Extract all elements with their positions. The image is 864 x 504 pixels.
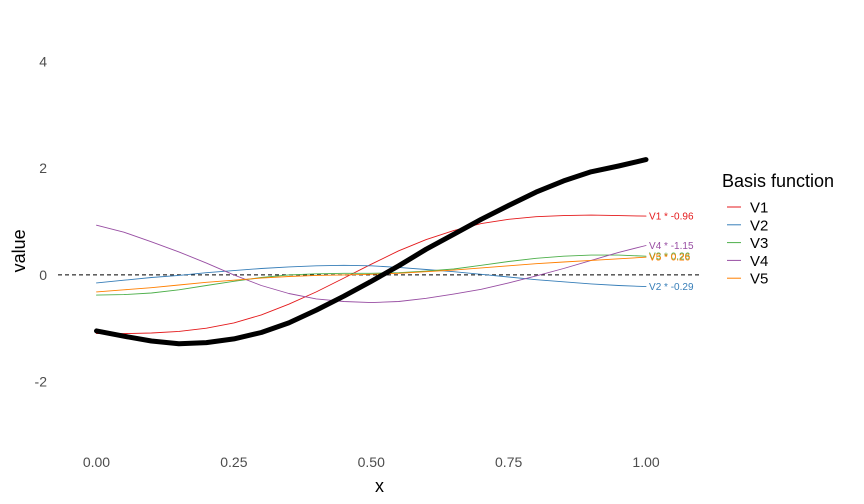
x-tick-label: 0.00 [83,454,110,470]
series-line-v2 [96,264,647,288]
annotation-v2: V2 * -0.29 [649,282,694,293]
series-line-v3 [96,254,647,296]
annotation-v3: V3 * 0.26 [649,252,691,263]
series-line-v5 [96,256,647,293]
combined-fit-line [94,157,649,347]
x-tick-label: 0.50 [358,454,385,470]
y-tick-label: 0 [39,267,47,283]
series-line-v1 [96,214,647,335]
axes: x value 0.00 0.25 0.50 0.75 1.00 -2 0 2 4 [9,53,660,496]
y-tick-label: 2 [39,160,47,176]
annotation-v1: V1 * -0.96 [649,212,694,223]
annotation-v4: V4 * -1.15 [649,241,694,252]
annotation-v5: V5 * 0.26 [649,253,691,264]
x-tick-label: 1.00 [632,454,659,470]
y-tick-label: -2 [35,374,48,390]
x-axis-title: x [375,476,384,496]
legend-label-v3: V3 [750,235,768,252]
legend-label-v2: V2 [750,217,768,234]
y-axis-title: value [9,229,29,272]
legend-title: Basis function [722,171,834,191]
legend-label-v5: V5 [750,271,768,288]
x-tick-label: 0.75 [495,454,522,470]
x-tick-label: 0.25 [220,454,247,470]
legend-label-v1: V1 [750,200,768,217]
y-tick-label: 4 [39,53,47,69]
series-line-v4 [96,224,647,304]
legend-label-v4: V4 [750,253,768,270]
